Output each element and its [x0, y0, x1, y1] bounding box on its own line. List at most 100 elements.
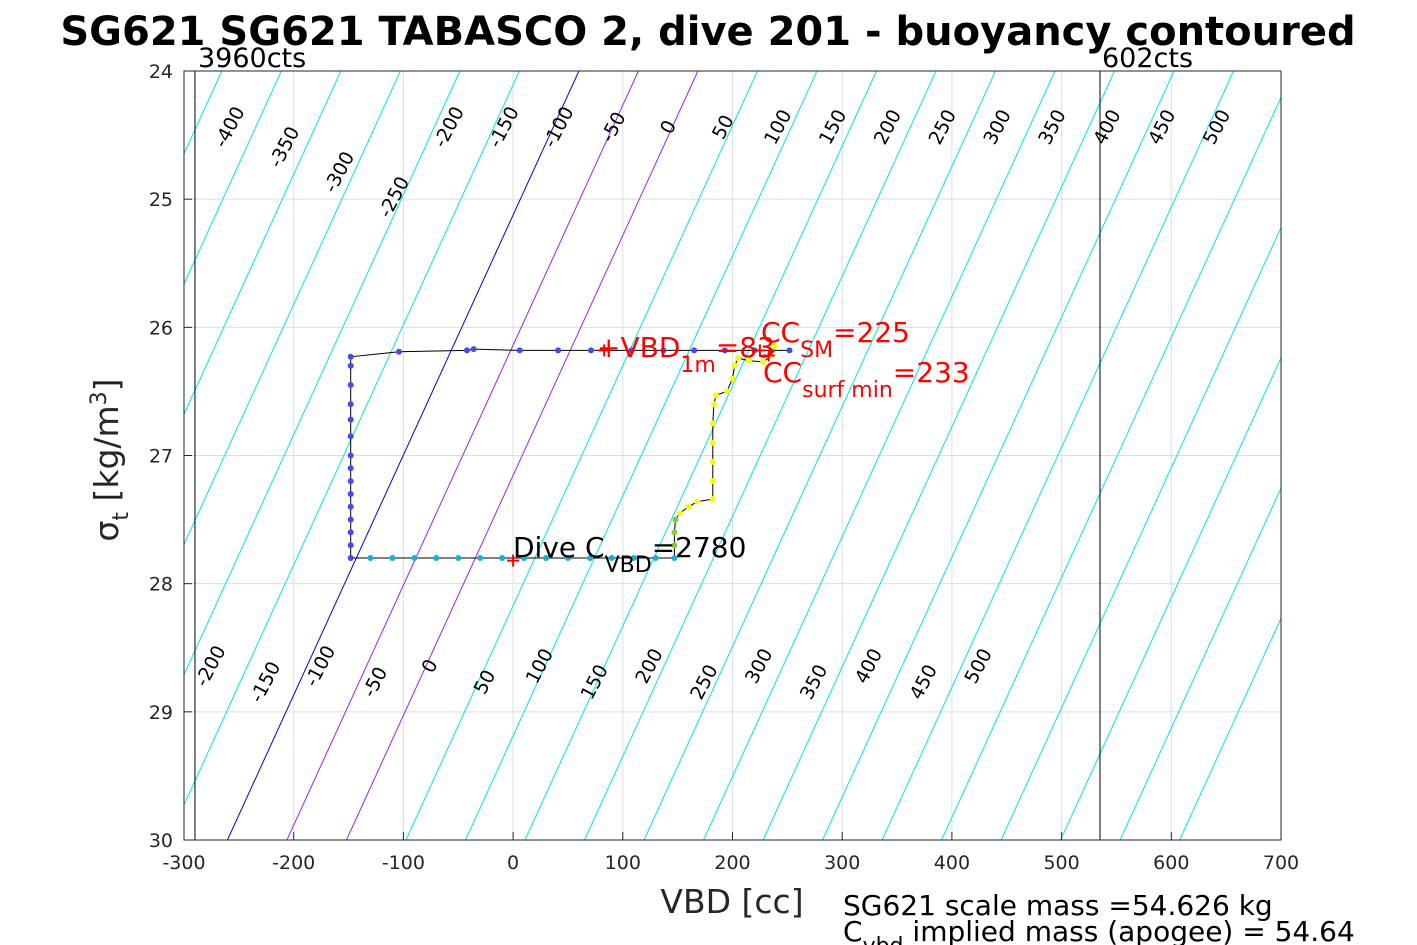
dive-track-point — [721, 347, 728, 354]
dive-track-point — [347, 401, 354, 408]
dive-track — [347, 343, 793, 561]
dive-track-point — [731, 362, 738, 369]
contour-line — [941, 96, 1281, 840]
y-tick-label: 25 — [149, 189, 173, 211]
dive-track-point — [709, 420, 716, 427]
scale-mass-text: SG621 scale mass =54.626 kg — [843, 889, 1273, 922]
dive-track-point — [588, 347, 594, 354]
x-tick-label: -100 — [382, 852, 425, 874]
dive-track-point — [455, 555, 462, 561]
dive-track-point — [543, 555, 549, 561]
dive-track-point — [729, 375, 736, 382]
dive-track-point — [608, 555, 615, 561]
red-marker — [762, 349, 775, 362]
dive-track-point — [724, 388, 730, 395]
contour-line — [226, 71, 580, 840]
dive-track-point — [347, 491, 354, 497]
dive-track-point — [713, 392, 719, 399]
cc-surf-min-annotation: CCsurf min=233 — [763, 356, 970, 403]
dive-track-point — [671, 529, 678, 536]
x-tick-label: 600 — [1153, 852, 1189, 874]
y-label-subscript: t — [109, 512, 134, 521]
y-tick-label: 28 — [149, 574, 173, 596]
y-label-units-sup: 3 — [87, 391, 112, 405]
contour-line — [184, 71, 520, 807]
dive-track-point — [521, 555, 528, 561]
dive-track-point — [746, 357, 752, 364]
dive-track-point — [709, 478, 716, 485]
dive-track-point — [367, 555, 374, 561]
y-axis-label: σt [kg/m3] — [87, 378, 134, 541]
x-tick-label: 200 — [714, 852, 750, 874]
dive-track-point — [586, 555, 593, 561]
contour-line — [465, 71, 818, 840]
contour-line — [643, 71, 996, 840]
dive-track-point — [685, 503, 692, 510]
vbd-limit-label-min: 3960cts — [198, 43, 306, 74]
cc-sm-annotation: CCSM=225 — [761, 316, 910, 363]
dive-track-point — [347, 529, 354, 536]
dive-track-point — [694, 498, 701, 505]
dive-track-point — [760, 358, 767, 365]
dive-track-point — [709, 458, 716, 465]
dive-track-point — [771, 343, 778, 350]
y-tick-label: 24 — [149, 61, 173, 83]
y-label-symbol: σ — [87, 521, 126, 542]
y-tick-label: 27 — [149, 446, 173, 468]
dive-track-point — [516, 347, 523, 354]
dive-track-point — [786, 347, 793, 354]
red-marker — [507, 554, 520, 567]
x-tick-label: -300 — [162, 852, 205, 874]
dive-track-point — [691, 347, 698, 354]
markers — [507, 344, 775, 567]
dive-track-point — [672, 516, 679, 523]
dive-track-point — [671, 542, 678, 549]
vbd-limit-label-max: 602cts — [1102, 43, 1193, 74]
dive-track-point — [347, 478, 354, 485]
dive-track-point — [710, 401, 717, 408]
vbd-limit-lines — [194, 71, 1101, 840]
x-tick-label: 300 — [824, 852, 860, 874]
dive-track-point — [735, 355, 741, 362]
dive-track-point — [347, 452, 354, 459]
dive-track-point — [396, 348, 402, 355]
contour-line — [346, 71, 699, 840]
dive-track-point — [347, 542, 354, 549]
dive-track-point — [660, 347, 667, 354]
dive-track-point — [499, 555, 506, 561]
contour-line — [762, 71, 1115, 840]
contour-line — [1060, 356, 1281, 840]
dive-track-point — [433, 555, 440, 561]
dive-track-point — [709, 496, 716, 503]
dive-track-point — [347, 465, 354, 472]
buoyancy-contours — [0, 71, 1281, 840]
contour-line — [286, 71, 639, 840]
dive-track-point — [347, 433, 354, 440]
contour-line — [703, 71, 1056, 840]
contour-line — [1119, 486, 1281, 840]
dive-track-point — [389, 555, 396, 561]
y-tick-label: 26 — [149, 317, 173, 339]
dive-track-point — [347, 416, 354, 423]
dive-track-point — [477, 555, 484, 561]
contour-line — [0, 71, 162, 840]
dive-track-point — [464, 347, 470, 354]
dive-track-point — [470, 346, 477, 353]
dive-track-point — [347, 516, 354, 523]
dive-track-point — [630, 555, 637, 561]
red-marker — [598, 344, 611, 357]
dive-track-point — [671, 555, 678, 561]
vbd-1m-annotation: +VBD1m=83 — [597, 331, 775, 378]
x-tick-label: -200 — [272, 852, 315, 874]
contour-line — [881, 71, 1235, 840]
implied-mass-text: Cvbd implied mass (apogee) = 54.64 — [843, 915, 1355, 945]
x-tick-label: 500 — [1043, 852, 1079, 874]
dive-track-point — [652, 555, 659, 561]
y-tick-label: 29 — [149, 702, 173, 724]
dive-track-line — [350, 346, 790, 559]
contour-line — [184, 71, 461, 676]
y-tick-label: 30 — [149, 830, 173, 852]
dive-track-point — [347, 555, 354, 561]
dive-track-point — [565, 555, 571, 561]
